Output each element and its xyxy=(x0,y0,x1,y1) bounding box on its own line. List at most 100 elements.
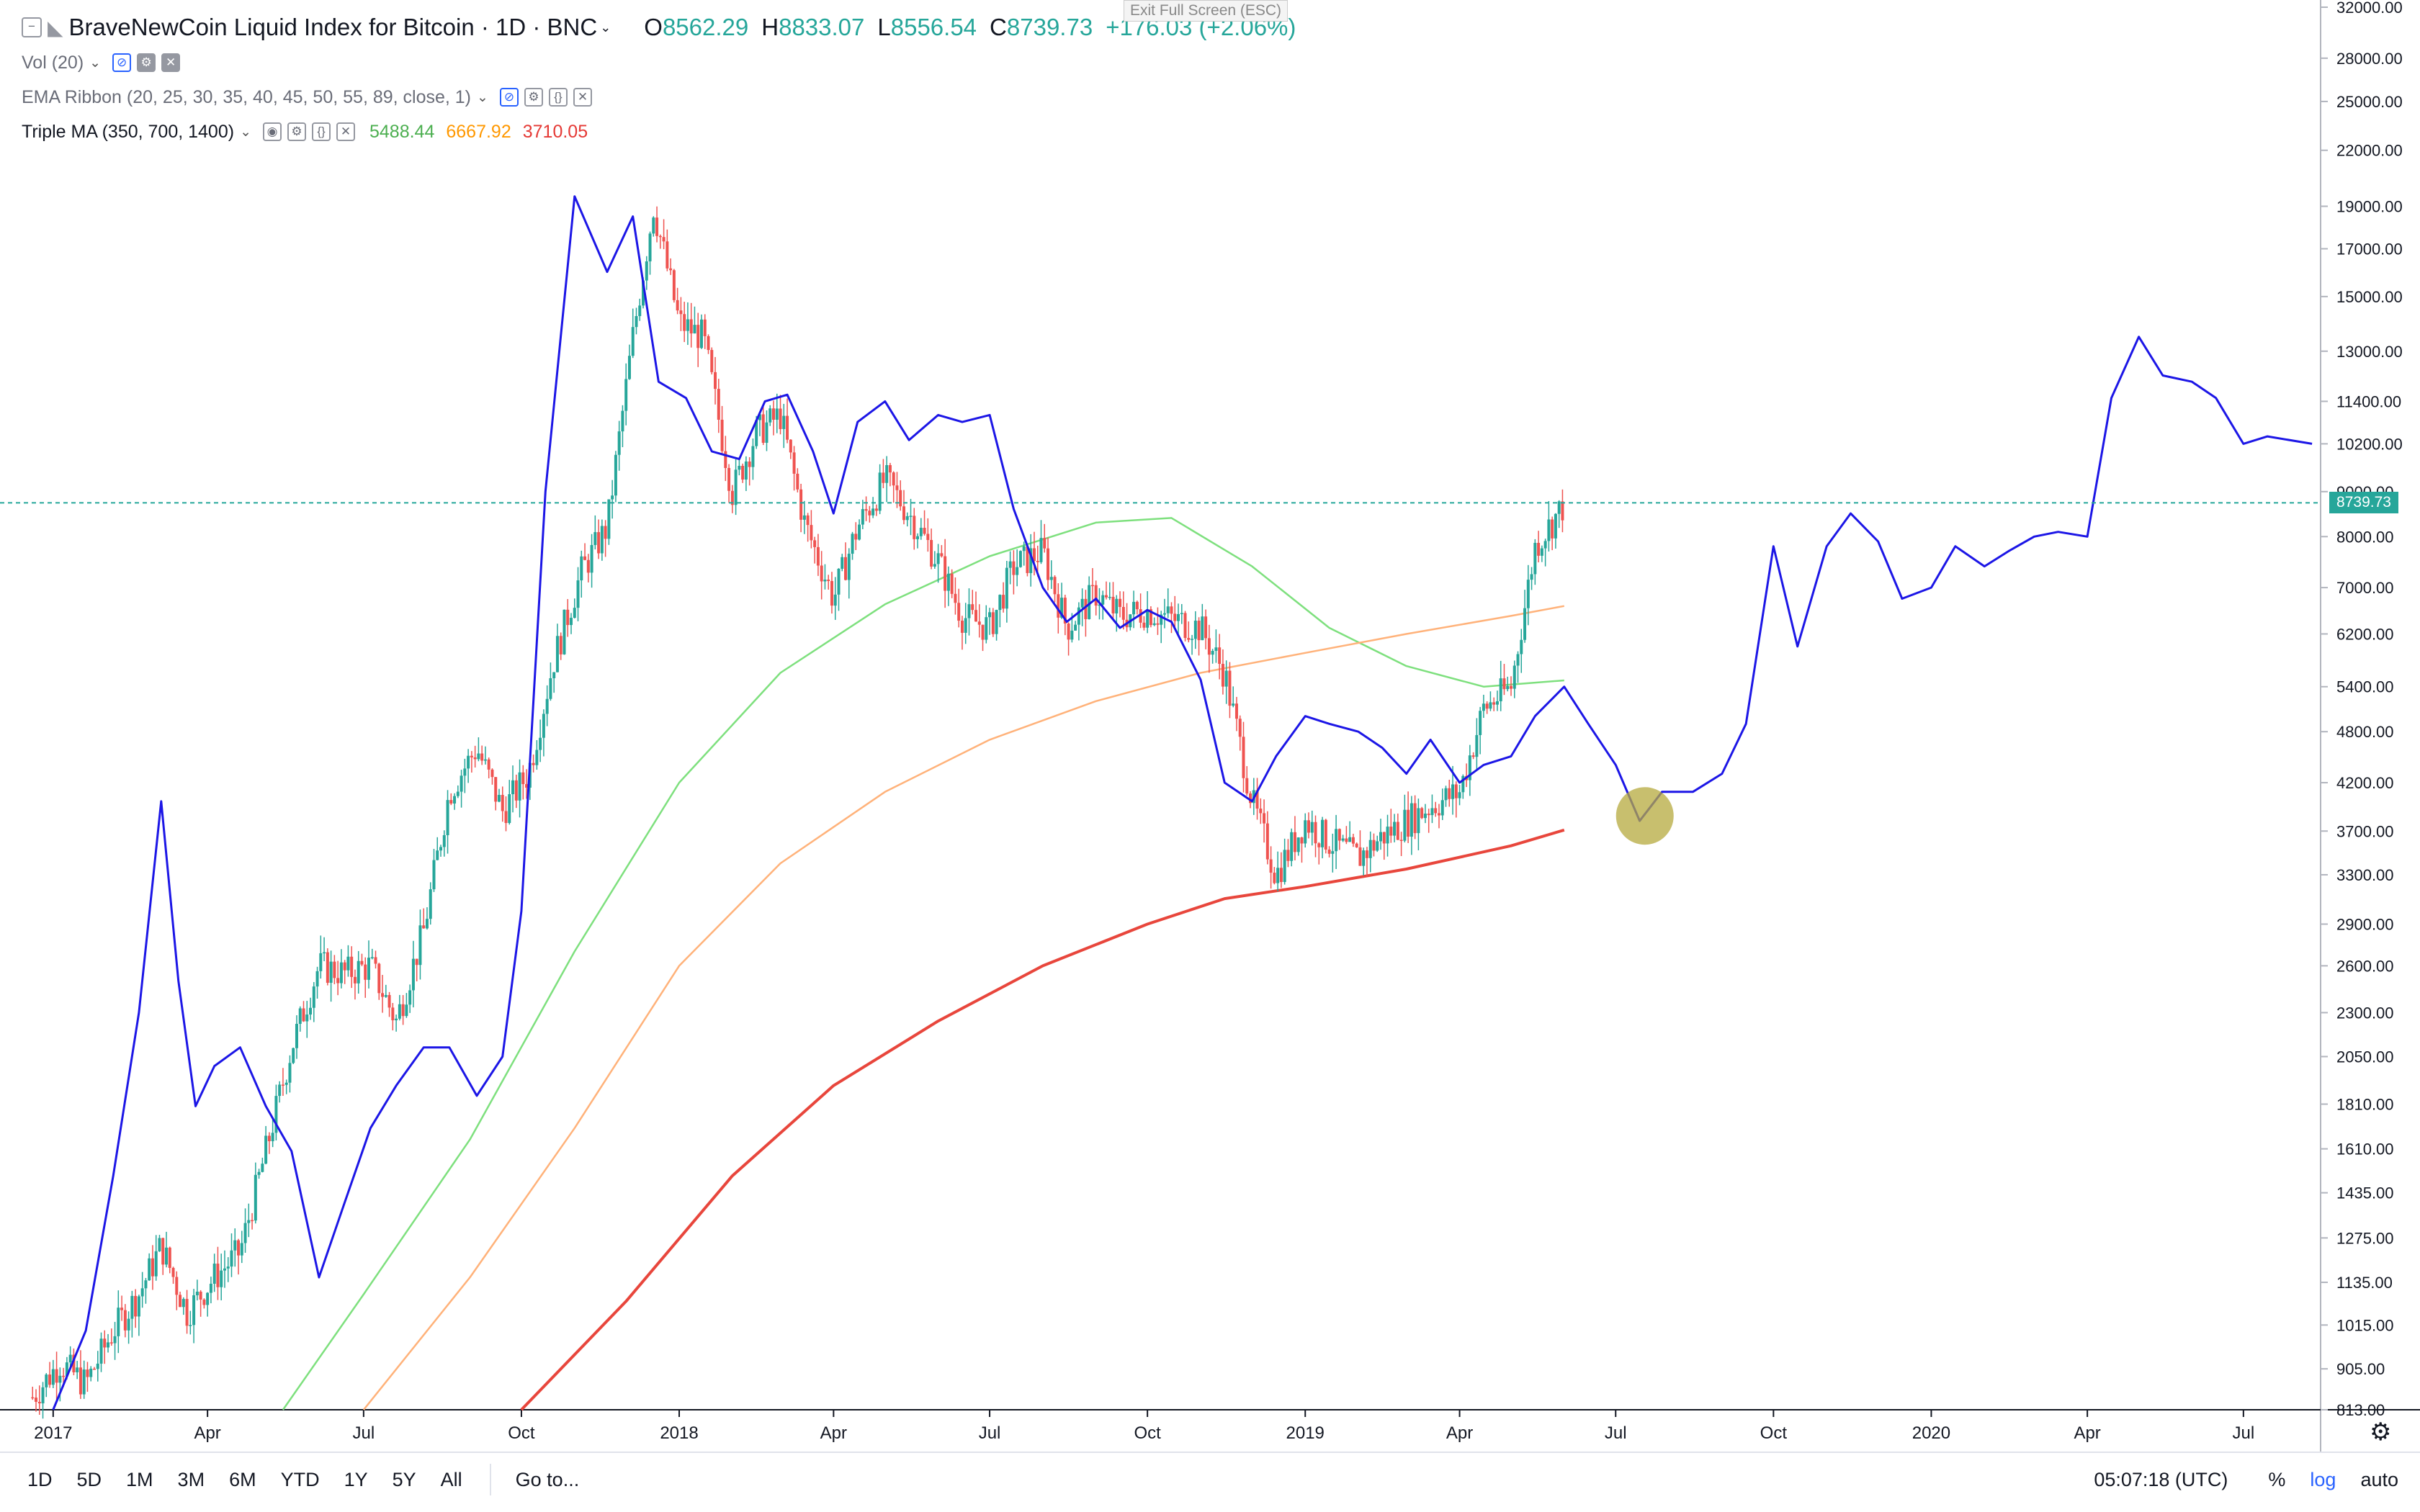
visibility-icon[interactable]: ◉ xyxy=(263,122,282,141)
candle-body xyxy=(209,1283,212,1293)
range-all[interactable]: All xyxy=(440,1468,462,1490)
candle-body xyxy=(220,1270,223,1287)
last-price-label: 8739.73 xyxy=(2329,492,2398,514)
candle-body xyxy=(593,532,597,545)
indicator-name[interactable]: Triple MA (350, 700, 1400) xyxy=(22,121,235,142)
candle-body xyxy=(429,889,432,919)
candle-body xyxy=(782,415,786,429)
remove-icon[interactable]: ✕ xyxy=(573,88,592,107)
candle-body xyxy=(1259,809,1263,814)
candle-body xyxy=(1368,840,1372,858)
range-5d[interactable]: 5D xyxy=(76,1468,102,1490)
chevron-down-icon[interactable]: ⌄ xyxy=(89,55,102,71)
candle-body xyxy=(627,356,631,379)
candle-body xyxy=(775,408,779,420)
candle-body xyxy=(1554,513,1557,539)
candle-body xyxy=(874,508,878,511)
price-tick-label: 17000.00 xyxy=(2336,240,2403,258)
candle-body xyxy=(381,993,385,997)
settings-icon[interactable]: ⚙ xyxy=(524,88,543,107)
price-tick-label: 13000.00 xyxy=(2336,343,2403,361)
settings-icon[interactable]: ⚙ xyxy=(287,122,306,141)
chevron-down-icon[interactable]: ⌄ xyxy=(240,124,251,140)
candle-body xyxy=(109,1342,113,1344)
candle-body xyxy=(861,509,864,525)
candle-body xyxy=(1121,606,1125,620)
time-tick-label: 2018 xyxy=(660,1423,698,1443)
range-6m[interactable]: 6M xyxy=(229,1468,256,1490)
indicator-name[interactable]: EMA Ribbon (20, 25, 30, 35, 40, 45, 50, … xyxy=(22,86,472,107)
symbol-dropdown-icon[interactable]: ⌄ xyxy=(600,19,611,35)
price-tick-label: 5400.00 xyxy=(2336,678,2394,696)
range-5y[interactable]: 5Y xyxy=(392,1468,416,1490)
candle-body xyxy=(1533,542,1537,575)
candle-body xyxy=(329,961,333,983)
candle-body xyxy=(631,327,635,356)
candle-body xyxy=(1290,832,1294,861)
range-ytd[interactable]: YTD xyxy=(280,1468,320,1490)
range-1y[interactable]: 1Y xyxy=(344,1468,368,1490)
candle-body xyxy=(514,780,518,801)
symbol-title[interactable]: BraveNewCoin Liquid Index for Bitcoin · … xyxy=(68,14,598,40)
indicator-name[interactable]: Vol (20) xyxy=(22,52,84,73)
indicator-row-triple-ma[interactable]: Triple MA (350, 700, 1400) ⌄ ◉ ⚙ {} ✕ 54… xyxy=(22,118,588,145)
candle-body xyxy=(810,525,813,541)
candle-body xyxy=(985,617,988,640)
price-axis[interactable]: 32000.00 28000.00 25000.00 22000.00 19000.00… xyxy=(2321,0,2403,1419)
candle-body xyxy=(425,919,429,929)
visibility-off-icon[interactable]: ⊘ xyxy=(112,53,132,72)
candle-body xyxy=(655,217,659,236)
candle-body xyxy=(1286,850,1290,861)
candle-body xyxy=(555,636,559,672)
indicator-row-ema-ribbon[interactable]: EMA Ribbon (20, 25, 30, 35, 40, 45, 50, … xyxy=(22,84,598,111)
ma350-line xyxy=(282,517,1564,1410)
ma1400-value: 3710.05 xyxy=(522,121,588,142)
candle-body xyxy=(772,408,775,420)
range-1m[interactable]: 1M xyxy=(126,1468,153,1490)
time-tick-label: Jul xyxy=(353,1423,375,1443)
candle-body xyxy=(590,544,593,573)
candle-body xyxy=(676,300,679,311)
candle-body xyxy=(806,515,810,526)
candle-body xyxy=(964,618,967,633)
source-code-icon[interactable]: {} xyxy=(548,88,568,107)
candle-body xyxy=(1489,702,1492,709)
auto-scale-toggle[interactable]: auto xyxy=(2360,1468,2398,1490)
remove-icon[interactable]: ✕ xyxy=(161,53,181,72)
log-scale-toggle[interactable]: log xyxy=(2310,1468,2336,1490)
candle-body xyxy=(41,1387,45,1404)
range-3m[interactable]: 3M xyxy=(177,1468,205,1490)
candle-body xyxy=(387,994,391,1008)
gear-settings-icon[interactable]: ⚙ xyxy=(2370,1418,2391,1446)
candle-body xyxy=(957,603,961,621)
candle-body xyxy=(1162,613,1166,615)
remove-icon[interactable]: ✕ xyxy=(336,122,355,141)
candle-body xyxy=(336,978,340,984)
source-code-icon[interactable]: {} xyxy=(312,122,331,141)
collapse-icon[interactable]: − xyxy=(22,17,42,37)
indicator-row-vol[interactable]: Vol (20) ⌄ ⊘ ⚙ ✕ xyxy=(22,49,186,76)
flag-icon[interactable]: ◣ xyxy=(48,16,63,39)
goto-date-button[interactable]: Go to... xyxy=(515,1468,580,1490)
clock-time: 05:07:18 (UTC) xyxy=(2094,1468,2228,1490)
time-axis[interactable]: 2017 Apr Jul Oct 2018 Apr Jul Oct 2019 Apr Jul Oct 2… xyxy=(34,1410,2254,1443)
candle-body xyxy=(1139,609,1142,623)
candle-body xyxy=(1276,868,1280,883)
visibility-off-icon[interactable]: ⊘ xyxy=(499,88,519,107)
settings-icon[interactable]: ⚙ xyxy=(137,53,156,72)
candle-body xyxy=(895,485,899,490)
candle-body xyxy=(1183,613,1187,639)
candle-body xyxy=(96,1363,99,1369)
time-tick-label: 2020 xyxy=(1912,1423,1950,1443)
percent-scale-toggle[interactable]: % xyxy=(2268,1468,2286,1490)
close-value: 8739.73 xyxy=(1006,14,1093,40)
candle-body xyxy=(563,609,566,654)
candle-body xyxy=(1090,585,1094,587)
range-1d[interactable]: 1D xyxy=(27,1468,53,1490)
candle-body xyxy=(1094,585,1098,606)
chevron-down-icon[interactable]: ⌄ xyxy=(477,89,488,105)
candle-body xyxy=(137,1296,140,1317)
toolbar-divider xyxy=(489,1464,491,1495)
candle-body xyxy=(230,1250,233,1267)
